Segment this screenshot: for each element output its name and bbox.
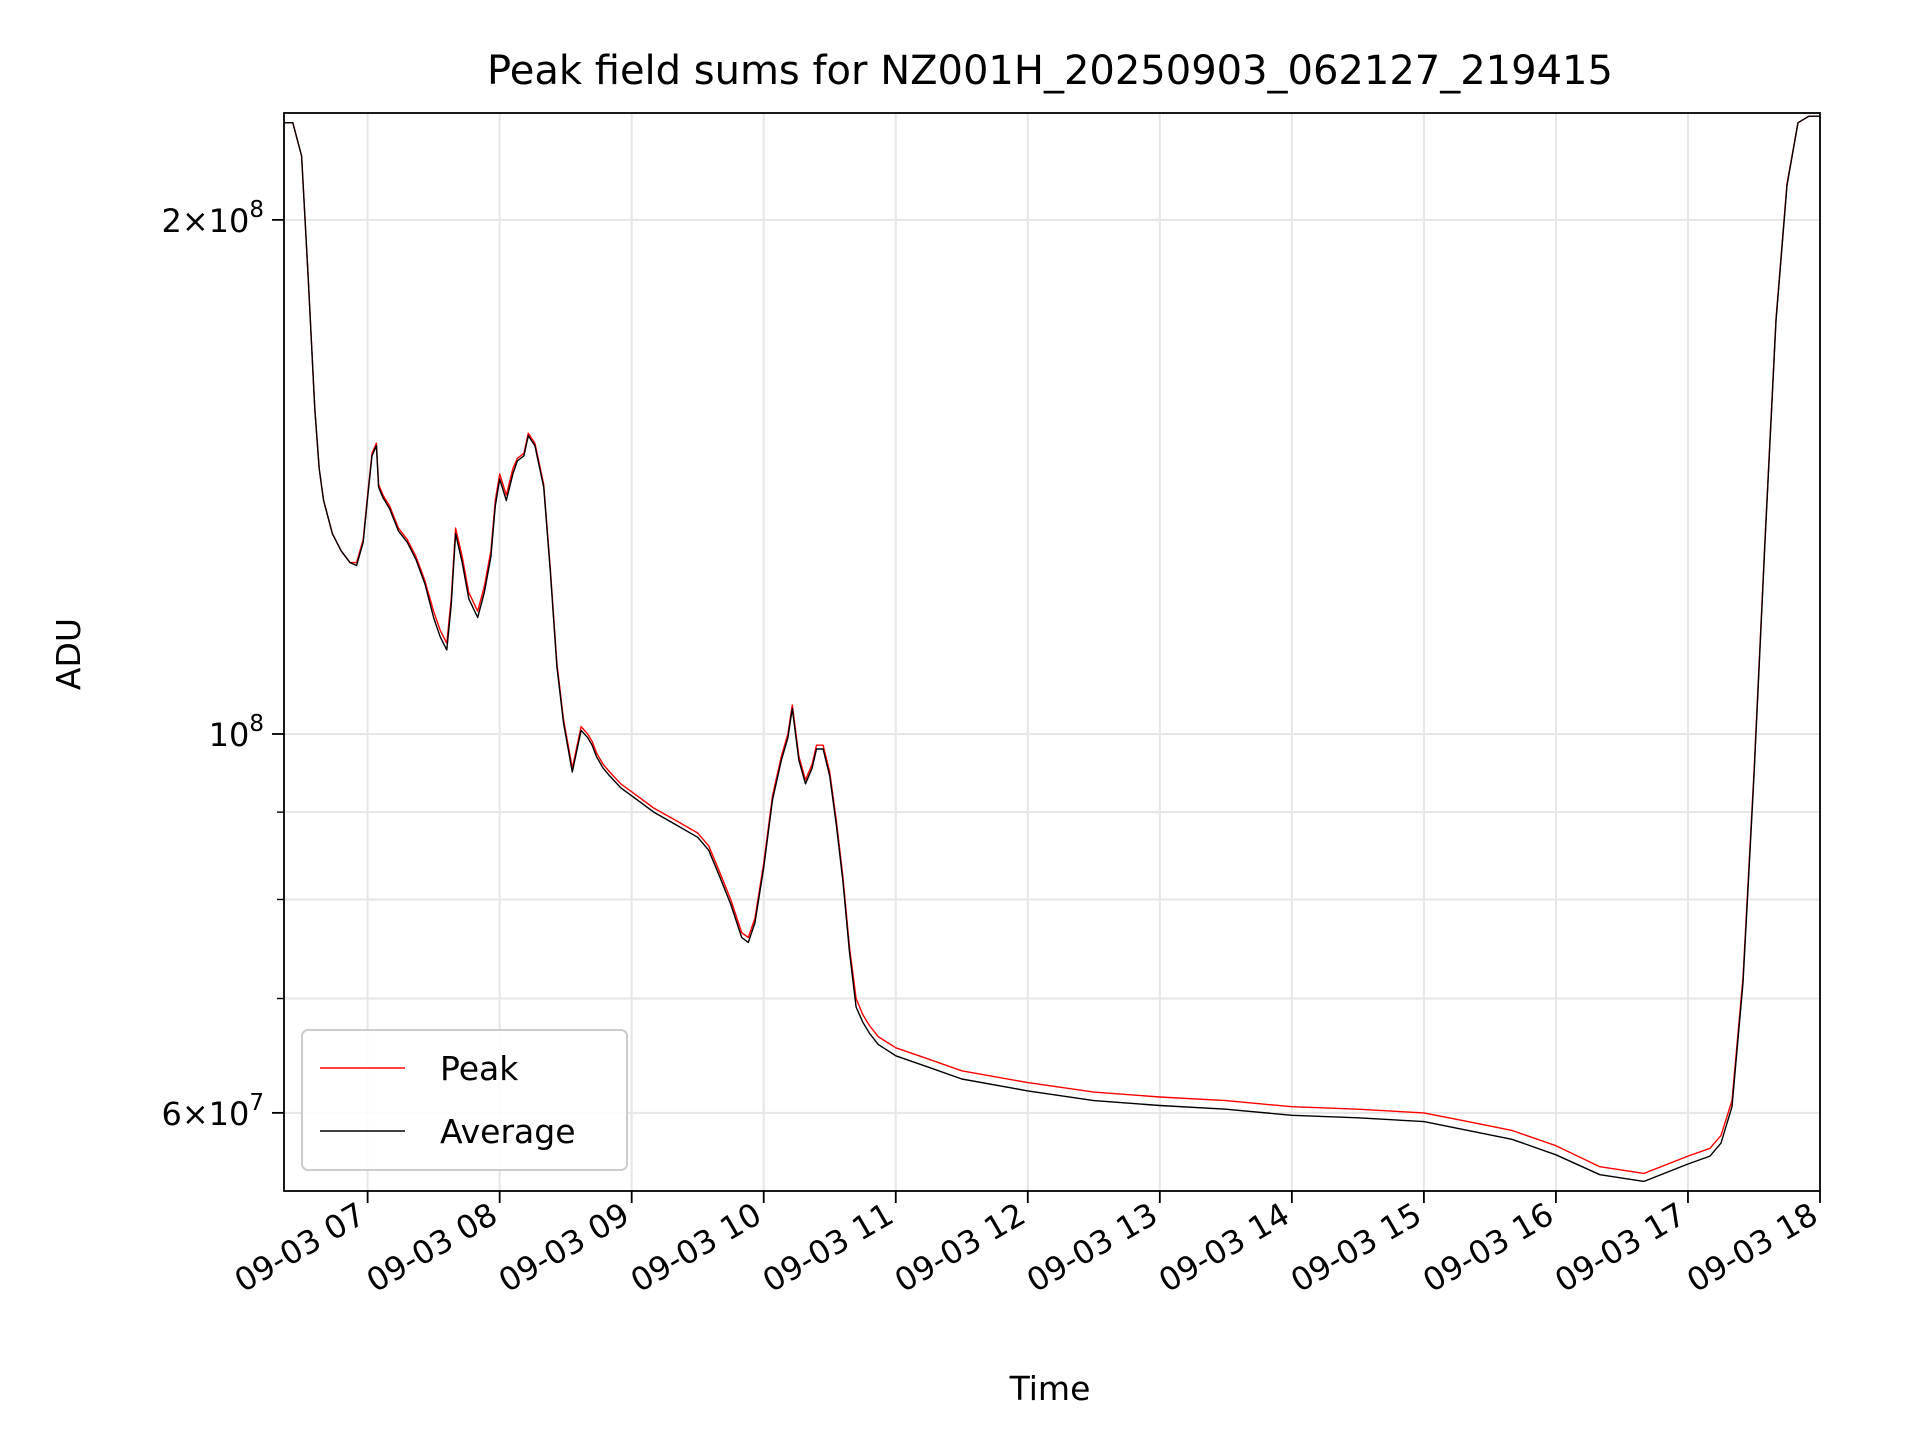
series-line-average <box>284 115 1820 1183</box>
y-tick-exponent: 8 <box>249 197 264 223</box>
y-tick-label: 2×108 <box>161 197 264 240</box>
series-line-peak <box>284 115 1820 1175</box>
y-tick-exponent: 8 <box>249 711 264 737</box>
y-tick-times: ×10 <box>182 1095 250 1133</box>
plot-frame <box>283 112 1821 1192</box>
y-tick-exponent: 7 <box>249 1090 264 1116</box>
plot-lines <box>284 115 1820 1183</box>
legend-label-average: Average <box>440 1112 576 1151</box>
y-tick-times: ×10 <box>182 202 250 240</box>
y-tick-label: 6×107 <box>161 1090 264 1133</box>
grid <box>284 113 1820 1191</box>
legend-box <box>301 1029 628 1171</box>
legend-label-peak: Peak <box>440 1049 519 1088</box>
y-tick-base: 10 <box>209 716 250 754</box>
y-tick-mantissa: 2 <box>161 202 181 240</box>
y-axis-label: ADU <box>49 618 88 690</box>
y-tick-mantissa: 6 <box>161 1095 181 1133</box>
x-axis-label: Time <box>1009 1369 1091 1408</box>
y-tick-label: 108 <box>209 711 264 754</box>
chart-title: Peak field sums for NZ001H_20250903_0621… <box>487 48 1613 94</box>
legend: Peak Average <box>301 1029 628 1171</box>
